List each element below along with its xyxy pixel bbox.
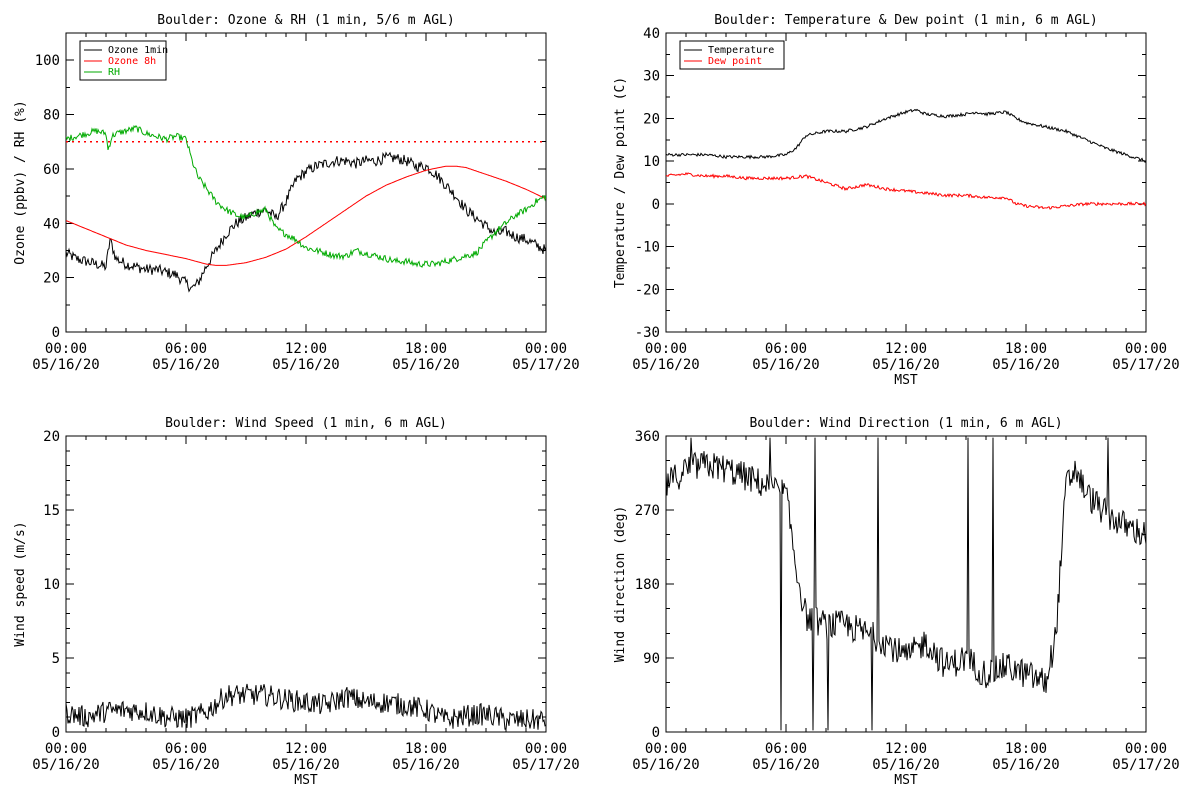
- x-tick-label: 05/16/20: [392, 757, 459, 773]
- series-line-ozone-8h: [66, 165, 546, 266]
- x-tick-label: 05/17/20: [1112, 757, 1179, 773]
- y-tick-label: 180: [635, 577, 660, 593]
- x-tick-label: 18:00: [405, 741, 447, 757]
- x-tick-label: 05/16/20: [152, 357, 219, 373]
- x-tick-label: 12:00: [285, 741, 327, 757]
- y-tick-label: 20: [643, 111, 660, 127]
- x-tick-label: 18:00: [1005, 741, 1047, 757]
- chart-title: Boulder: Wind Speed (1 min, 6 m AGL): [165, 416, 447, 431]
- x-tick-label: 06:00: [165, 341, 207, 357]
- y-tick-label: 40: [643, 26, 660, 42]
- legend-label: Temperature: [708, 45, 774, 56]
- x-tick-label: 00:00: [45, 341, 87, 357]
- x-tick-label: 00:00: [645, 741, 687, 757]
- y-tick-label: 5: [52, 651, 60, 667]
- chart-panel-ozone: Boulder: Ozone & RH (1 min, 5/6 m AGL) Oz…: [13, 13, 580, 373]
- series-line-ozone-1min: [66, 151, 546, 293]
- x-tick-label: 05/17/20: [512, 357, 579, 373]
- chart-panel-wspd: Boulder: Wind Speed (1 min, 6 m AGL) Wind…: [13, 416, 580, 788]
- y-tick-label: 40: [43, 216, 60, 232]
- legend-label: RH: [108, 67, 120, 78]
- series-line-rh: [66, 124, 546, 268]
- y-tick-label: 20: [43, 271, 60, 287]
- x-tick-label: 05/16/20: [872, 757, 939, 773]
- x-axis-label: MST: [894, 773, 918, 788]
- y-tick-label: 0: [52, 325, 60, 341]
- series-line-dew-point: [666, 171, 1146, 210]
- chart-panel-temp: Boulder: Temperature & Dew point (1 min,…: [613, 13, 1180, 388]
- y-tick-label: -10: [635, 240, 660, 256]
- plot-frame: [65, 435, 547, 733]
- y-axis-label: Wind speed (m/s): [13, 521, 28, 646]
- series-line-data: [66, 683, 546, 730]
- x-tick-label: 12:00: [885, 741, 927, 757]
- y-tick-label: 20: [43, 429, 60, 445]
- x-tick-label: 12:00: [885, 341, 927, 357]
- x-tick-label: 00:00: [1125, 341, 1167, 357]
- x-tick-label: 05/16/20: [872, 357, 939, 373]
- legend-label: Ozone 1min: [108, 45, 168, 56]
- y-tick-label: 360: [635, 429, 660, 445]
- x-tick-label: 05/17/20: [512, 757, 579, 773]
- y-tick-label: 15: [43, 503, 60, 519]
- x-tick-label: 05/16/20: [632, 357, 699, 373]
- x-tick-label: 06:00: [765, 341, 807, 357]
- y-tick-label: 30: [643, 69, 660, 85]
- x-tick-label: 00:00: [525, 741, 567, 757]
- legend-label: Ozone 8h: [108, 56, 156, 67]
- y-tick-label: 60: [43, 162, 60, 178]
- y-tick-label: 270: [635, 503, 660, 519]
- series-line-temperature: [666, 108, 1146, 164]
- x-tick-label: 05/16/20: [992, 757, 1059, 773]
- series-line-data: [666, 437, 1146, 731]
- y-tick-label: 0: [652, 725, 660, 741]
- x-tick-label: 05/16/20: [992, 357, 1059, 373]
- x-axis-label: MST: [294, 773, 318, 788]
- x-tick-label: 05/16/20: [272, 357, 339, 373]
- y-tick-label: 0: [52, 725, 60, 741]
- x-tick-label: 18:00: [1005, 341, 1047, 357]
- chart-title: Boulder: Wind Direction (1 min, 6 m AGL): [749, 416, 1062, 431]
- x-tick-label: 00:00: [1125, 741, 1167, 757]
- x-tick-label: 18:00: [405, 341, 447, 357]
- x-tick-label: 05/16/20: [632, 757, 699, 773]
- y-tick-label: 100: [35, 53, 60, 69]
- y-tick-label: 0: [652, 197, 660, 213]
- y-tick-label: 90: [643, 651, 660, 667]
- x-tick-label: 05/16/20: [152, 757, 219, 773]
- chart-title: Boulder: Ozone & RH (1 min, 5/6 m AGL): [157, 13, 454, 28]
- legend-box: [679, 40, 785, 70]
- x-tick-label: 05/16/20: [752, 757, 819, 773]
- y-axis-label: Wind direction (deg): [613, 506, 628, 663]
- plot-frame: [665, 32, 1147, 333]
- y-tick-label: 10: [643, 154, 660, 170]
- x-tick-label: 00:00: [645, 341, 687, 357]
- chart-title: Boulder: Temperature & Dew point (1 min,…: [714, 13, 1098, 28]
- x-tick-label: 00:00: [525, 341, 567, 357]
- legend-label: Dew point: [708, 56, 762, 67]
- chart-panel-wdir: Boulder: Wind Direction (1 min, 6 m AGL)…: [613, 416, 1180, 788]
- plot-frame: [665, 435, 1147, 733]
- x-tick-label: 05/16/20: [272, 757, 339, 773]
- x-tick-label: 05/17/20: [1112, 357, 1179, 373]
- x-tick-label: 06:00: [165, 741, 207, 757]
- x-tick-label: 05/16/20: [32, 757, 99, 773]
- x-tick-label: 12:00: [285, 341, 327, 357]
- x-tick-label: 06:00: [765, 741, 807, 757]
- x-tick-label: 05/16/20: [32, 357, 99, 373]
- y-tick-label: -20: [635, 282, 660, 298]
- x-axis-label: MST: [894, 373, 918, 388]
- x-tick-label: 05/16/20: [752, 357, 819, 373]
- x-tick-label: 00:00: [45, 741, 87, 757]
- y-axis-label: Ozone (ppbv) / RH (%): [13, 100, 28, 264]
- y-tick-label: 10: [43, 577, 60, 593]
- x-tick-label: 05/16/20: [392, 357, 459, 373]
- y-axis-label: Temperature / Dew point (C): [613, 77, 628, 288]
- y-tick-label: 80: [43, 108, 60, 124]
- y-tick-label: -30: [635, 325, 660, 341]
